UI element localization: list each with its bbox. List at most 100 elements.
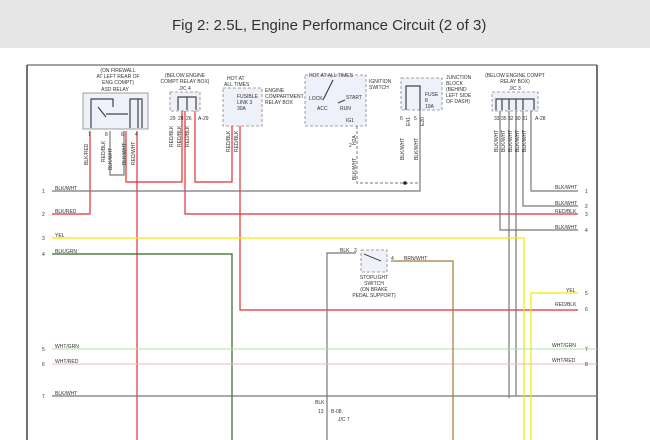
svg-text:4: 4 xyxy=(585,228,588,234)
svg-text:IG1: IG1 xyxy=(346,118,354,124)
svg-text:10A: 10A xyxy=(425,104,435,110)
svg-text:H2A: H2A xyxy=(352,135,358,145)
asd-relay-internals xyxy=(90,98,143,128)
svg-text:4: 4 xyxy=(135,132,138,138)
svg-text:5: 5 xyxy=(585,291,588,297)
jc3-labels: (BELOW ENGINE COMPT RELAY BOX) J/C 3 A-2… xyxy=(485,73,546,152)
svg-text:LOCK: LOCK xyxy=(309,96,323,102)
svg-text:5: 5 xyxy=(414,116,417,122)
svg-text:BLK/WHT: BLK/WHT xyxy=(555,201,577,207)
splice-dot xyxy=(403,181,407,185)
svg-text:BLK: BLK xyxy=(340,248,350,254)
svg-text:COMPARTMENT: COMPARTMENT xyxy=(265,94,304,100)
svg-text:STOPLIGHT: STOPLIGHT xyxy=(360,275,388,281)
svg-text:RUN: RUN xyxy=(340,106,351,112)
svg-text:(ON FIREWALL: (ON FIREWALL xyxy=(100,68,136,74)
svg-text:ENGINE: ENGINE xyxy=(265,88,285,94)
svg-text:BLK/GRN: BLK/GRN xyxy=(55,249,77,255)
svg-text:5: 5 xyxy=(42,347,45,353)
svg-text:BLK/WHT: BLK/WHT xyxy=(55,186,77,192)
svg-text:7: 7 xyxy=(88,132,91,138)
svg-text:BLK/WHT: BLK/WHT xyxy=(555,185,577,191)
svg-text:AT LEFT REAR OF: AT LEFT REAR OF xyxy=(96,74,139,80)
junction-block-box xyxy=(400,77,443,111)
svg-text:28: 28 xyxy=(178,116,184,122)
svg-text:31: 31 xyxy=(522,116,528,122)
svg-text:PEDAL SUPPORT): PEDAL SUPPORT) xyxy=(352,293,396,299)
svg-text:8: 8 xyxy=(425,98,428,104)
ignition-switch-labels: HOT AT ALL TIMES IGNITION SWITCH LOCK AC… xyxy=(309,73,392,180)
jc3-bus xyxy=(495,98,535,110)
fuse-8 xyxy=(405,85,421,110)
svg-text:6: 6 xyxy=(42,362,45,368)
junction-block-labels: JUNCTION BLOCK (BEHIND LEFT SIDE OF DASH… xyxy=(400,75,472,160)
svg-text:BLOCK: BLOCK xyxy=(446,81,464,87)
jc4-labels: (BELOW ENGINE COMPT RELAY BOX) J/C 4 A-2… xyxy=(161,73,210,147)
figure-title: Fig 2: 2.5L, Engine Performance Circuit … xyxy=(172,17,487,34)
svg-text:RED/WHT: RED/WHT xyxy=(131,142,137,165)
svg-text:BLK/WHT: BLK/WHT xyxy=(508,130,514,152)
stoplight-switch-box xyxy=(360,249,388,273)
svg-text:OF DASH): OF DASH) xyxy=(446,99,470,105)
svg-text:WHT/RED: WHT/RED xyxy=(552,358,576,364)
svg-text:RELAY BOX): RELAY BOX) xyxy=(500,79,530,85)
svg-text:2: 2 xyxy=(42,212,45,218)
svg-text:J/C 4: J/C 4 xyxy=(179,86,191,92)
svg-text:30: 30 xyxy=(515,116,521,122)
svg-text:BLK/WHT: BLK/WHT xyxy=(108,148,114,170)
svg-text:BLK/WHT: BLK/WHT xyxy=(414,138,420,160)
svg-text:E20: E20 xyxy=(420,117,426,126)
svg-text:HOT AT ALL TIMES: HOT AT ALL TIMES xyxy=(309,73,354,79)
svg-text:RED/BLK: RED/BLK xyxy=(234,130,240,152)
svg-text:RED/BLK: RED/BLK xyxy=(555,209,577,215)
svg-text:BLK/WHT: BLK/WHT xyxy=(494,130,500,152)
header-bar: Fig 2: 2.5L, Engine Performance Circuit … xyxy=(0,0,650,48)
svg-text:SWITCH: SWITCH xyxy=(369,85,389,91)
svg-text:RED/BLK: RED/BLK xyxy=(226,130,232,152)
svg-text:8: 8 xyxy=(585,362,588,368)
svg-text:WHT/GRN: WHT/GRN xyxy=(55,344,79,350)
svg-text:1: 1 xyxy=(42,189,45,195)
svg-text:FUSE: FUSE xyxy=(425,92,439,98)
svg-text:3: 3 xyxy=(354,248,357,254)
svg-text:RELAY BOX: RELAY BOX xyxy=(265,100,294,106)
svg-text:13: 13 xyxy=(318,409,324,415)
svg-text:RED/BLK: RED/BLK xyxy=(185,125,191,147)
svg-text:2: 2 xyxy=(349,143,352,149)
svg-text:BLK/WHT: BLK/WHT xyxy=(501,130,507,152)
svg-text:(BELOW ENGINE COMPT: (BELOW ENGINE COMPT xyxy=(485,73,545,79)
svg-text:2: 2 xyxy=(585,204,588,210)
svg-text:BLK/RED: BLK/RED xyxy=(55,209,77,215)
svg-text:ACC: ACC xyxy=(317,106,328,112)
fusible-link-box xyxy=(222,87,263,127)
svg-text:E41: E41 xyxy=(406,117,412,126)
svg-text:3: 3 xyxy=(42,236,45,242)
svg-text:(ON BRAKE: (ON BRAKE xyxy=(360,287,388,293)
svg-text:RED/BLK: RED/BLK xyxy=(101,140,107,162)
svg-text:LINK 3: LINK 3 xyxy=(237,100,253,106)
svg-text:BLK/WHT: BLK/WHT xyxy=(515,130,521,152)
ignition-output-wire xyxy=(356,126,420,184)
svg-text:WHT/GRN: WHT/GRN xyxy=(552,343,576,349)
svg-text:3: 3 xyxy=(585,212,588,218)
svg-text:BLK/WHT: BLK/WHT xyxy=(555,225,577,231)
svg-text:COMPT RELAY BOX): COMPT RELAY BOX) xyxy=(161,79,210,85)
svg-text:B-08: B-08 xyxy=(331,409,342,415)
svg-text:7: 7 xyxy=(585,347,588,353)
svg-text:BRN/WHT: BRN/WHT xyxy=(404,256,427,262)
red-wires xyxy=(52,111,578,440)
ignition-switch-box xyxy=(304,74,367,127)
svg-text:YEL: YEL xyxy=(566,288,576,294)
svg-text:RED/BLK: RED/BLK xyxy=(555,302,577,308)
svg-text:35: 35 xyxy=(501,116,507,122)
svg-text:BLK/WHT: BLK/WHT xyxy=(122,143,128,165)
asd-relay-labels: (ON FIREWALL AT LEFT REAR OF ENG COMPT) … xyxy=(84,68,140,170)
blk-grn-wire xyxy=(52,253,233,440)
svg-text:6: 6 xyxy=(400,116,403,122)
svg-text:BLK/WHT: BLK/WHT xyxy=(55,391,77,397)
svg-text:RED/BLK: RED/BLK xyxy=(177,125,183,147)
svg-text:J/C 3: J/C 3 xyxy=(509,86,521,92)
svg-text:A-29: A-29 xyxy=(198,116,209,122)
svg-text:IGNITION: IGNITION xyxy=(369,79,392,85)
